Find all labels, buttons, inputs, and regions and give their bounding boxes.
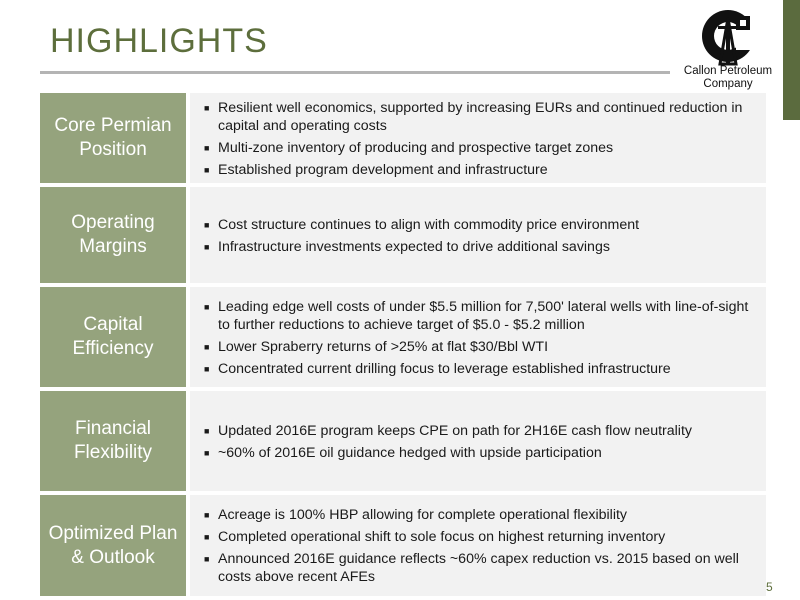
bullet-item: ■ Announced 2016E guidance reflects ~60% …	[204, 550, 756, 586]
logo-text-line2: Company	[703, 78, 753, 90]
bullet-item: ■ Cost structure continues to align with …	[204, 216, 756, 234]
bullet-icon: ■	[204, 341, 210, 352]
bullet-text: Acreage is 100% HBP allowing for complet…	[218, 507, 628, 523]
highlight-row: Capital Efficiency ■ Leading edge well co…	[40, 287, 766, 387]
page-number: 5	[766, 580, 773, 594]
bullet-icon: ■	[204, 241, 210, 252]
bullet-text: Cost structure continues to align with c…	[218, 216, 640, 233]
bullet-text: Concentrated current drilling focus to l…	[218, 360, 671, 377]
bullet-icon: ■	[204, 532, 210, 542]
bullet-text: ~60% of 2016E oil guidance hedged with u…	[218, 444, 602, 461]
bullet-item: ■ Acreage is 100% HBP allowing for comple…	[204, 506, 756, 524]
highlights-table: Core Permian Position ■ Resilient well ec…	[40, 93, 766, 600]
bullet-icon: ■	[204, 363, 210, 374]
row-label: Operating Margins	[40, 187, 186, 283]
logo-text-line1: Callon Petroleum	[683, 65, 773, 77]
bullet-icon: ■	[204, 164, 210, 175]
bullet-text: Multi-zone inventory of producing and pr…	[218, 139, 614, 156]
row-content: ■ Cost structure continues to align with …	[190, 187, 766, 283]
bullet-item: ■ Infrastructure investments expected to …	[204, 238, 756, 256]
bullet-text: Updated 2016E program keeps CPE on path …	[218, 422, 692, 439]
bullet-text: Infrastructure investments expected to d…	[218, 238, 610, 255]
row-content: ■ Leading edge well costs of under $5.5 m…	[190, 287, 766, 387]
row-content: ■ Updated 2016E program keeps CPE on path…	[190, 391, 766, 491]
company-logo: Callon Petroleum Company	[676, 8, 780, 92]
row-label: Core Permian Position	[40, 93, 186, 183]
bullet-item: ■ Concentrated current drilling focus to …	[204, 360, 756, 378]
bullet-text: Announced 2016E guidance reflects ~60% c…	[218, 551, 739, 585]
bullet-icon: ■	[204, 142, 210, 153]
row-label: Capital Efficiency	[40, 287, 186, 387]
row-content: ■ Resilient well economics, supported by …	[190, 93, 766, 183]
row-content: ■ Acreage is 100% HBP allowing for comple…	[190, 495, 766, 596]
bullet-text: Lower Spraberry returns of >25% at flat …	[218, 338, 549, 355]
bullet-text: Leading edge well costs of under $5.5 mi…	[218, 298, 749, 333]
bullet-icon: ■	[204, 447, 210, 458]
highlight-row: Core Permian Position ■ Resilient well ec…	[40, 93, 766, 183]
highlight-row: Optimized Plan & Outlook ■ Acreage is 100…	[40, 495, 766, 596]
bullet-item: ■ Multi-zone inventory of producing and p…	[204, 139, 756, 157]
highlight-row: Financial Flexibility ■ Updated 2016E pro…	[40, 391, 766, 491]
bullet-icon: ■	[204, 301, 210, 312]
row-label: Optimized Plan & Outlook	[40, 495, 186, 596]
bullet-item: ■ ~60% of 2016E oil guidance hedged with …	[204, 444, 756, 462]
callon-logo-icon	[702, 10, 760, 66]
row-label: Financial Flexibility	[40, 391, 186, 491]
bullet-icon: ■	[204, 554, 210, 564]
bullet-icon: ■	[204, 510, 210, 520]
highlight-row: Operating Margins ■ Cost structure contin…	[40, 187, 766, 283]
bullet-item: ■ Leading edge well costs of under $5.5 m…	[204, 298, 756, 334]
page-title: HIGHLIGHTS	[50, 22, 268, 60]
bullet-text: Resilient well economics, supported by i…	[218, 99, 743, 134]
logo-text: Callon Petroleum Company	[676, 65, 780, 91]
bullet-item: ■ Resilient well economics, supported by …	[204, 99, 756, 135]
bullet-icon: ■	[204, 102, 210, 113]
bullet-item: ■ Updated 2016E program keeps CPE on path…	[204, 422, 756, 440]
bullet-item: ■ Lower Spraberry returns of >25% at flat…	[204, 338, 756, 356]
bullet-item: ■ Established program development and inf…	[204, 161, 756, 179]
bullet-text: Completed operational shift to sole focu…	[218, 529, 666, 545]
title-divider	[40, 71, 670, 74]
accent-bar	[783, 0, 800, 120]
bullet-icon: ■	[204, 425, 210, 436]
bullet-text: Established program development and infr…	[218, 161, 548, 178]
bullet-icon: ■	[204, 219, 210, 230]
bullet-item: ■ Completed operational shift to sole foc…	[204, 528, 756, 546]
